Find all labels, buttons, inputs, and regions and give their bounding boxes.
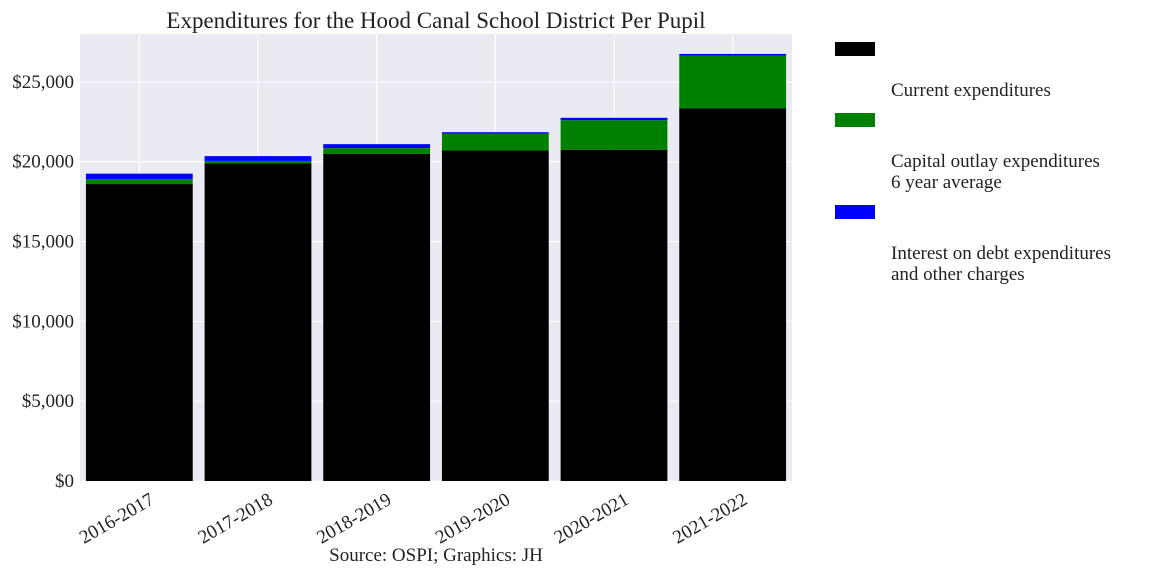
y-tick-label: $0 — [55, 471, 74, 492]
bar-capital-outlay-2017-2018 — [204, 160, 312, 164]
bars — [85, 53, 787, 482]
bar-current-2020-2021 — [560, 149, 668, 481]
x-tick-label: 2019-2020 — [432, 489, 514, 548]
x-tick-label: 2021-2022 — [669, 489, 751, 548]
bar-capital-outlay-2020-2021 — [560, 120, 668, 150]
legend-item-capital-outlay: Capital outlay expenditures 6 year avera… — [835, 109, 1145, 193]
bar-current-2017-2018 — [204, 163, 312, 481]
x-tick-label: 2018-2019 — [313, 489, 395, 548]
bar-interest-on-debt-2016-2017 — [85, 173, 193, 180]
legend-label-capital-outlay: Capital outlay expenditures 6 year avera… — [891, 151, 1100, 193]
plot-area — [80, 34, 792, 481]
legend: Current expenditures Capital outlay expe… — [835, 38, 1145, 293]
bar-current-2019-2020 — [441, 150, 549, 481]
y-tick-label: $5,000 — [22, 391, 74, 412]
bar-current-2021-2022 — [679, 108, 787, 482]
y-tick-label: $15,000 — [12, 232, 74, 253]
bar-interest-on-debt-2018-2019 — [323, 144, 431, 149]
x-tick-label: 2016-2017 — [76, 489, 158, 548]
y-tick-label: $20,000 — [12, 152, 74, 173]
legend-label-current: Current expenditures — [891, 80, 1051, 101]
y-tick-label: $25,000 — [12, 72, 74, 93]
bar-interest-on-debt-2017-2018 — [204, 156, 312, 161]
legend-item-interest-on-debt: Interest on debt expenditures and other … — [835, 201, 1145, 285]
legend-swatch-current — [835, 42, 875, 56]
bar-interest-on-debt-2019-2020 — [441, 132, 549, 134]
legend-label-interest-on-debt: Interest on debt expenditures and other … — [891, 243, 1112, 285]
bar-current-2018-2019 — [323, 153, 431, 481]
x-tick-label: 2020-2021 — [551, 489, 633, 548]
bar-interest-on-debt-2021-2022 — [679, 53, 787, 56]
chart-title: Expenditures for the Hood Canal School D… — [166, 8, 705, 33]
legend-item-current: Current expenditures — [835, 38, 1145, 101]
legend-swatch-interest-on-debt — [835, 205, 875, 219]
bar-interest-on-debt-2020-2021 — [560, 117, 668, 121]
bar-capital-outlay-2019-2020 — [441, 133, 549, 151]
source-caption: Source: OSPI; Graphics: JH — [329, 545, 543, 566]
y-tick-label: $10,000 — [12, 311, 74, 332]
x-tick-label: 2017-2018 — [195, 489, 277, 548]
x-axis-ticks: 2016-2017 2017-2018 2018-2019 2019-2020 2020… — [76, 489, 751, 548]
bar-capital-outlay-2021-2022 — [679, 55, 787, 109]
bar-current-2016-2017 — [85, 184, 193, 482]
y-axis-ticks: $0 $5,000 $10,000 $15,000 $20,000 $25,000 — [12, 72, 74, 492]
legend-swatch-capital-outlay — [835, 113, 875, 127]
bar-capital-outlay-2018-2019 — [323, 148, 431, 154]
bar-capital-outlay-2016-2017 — [85, 179, 193, 185]
